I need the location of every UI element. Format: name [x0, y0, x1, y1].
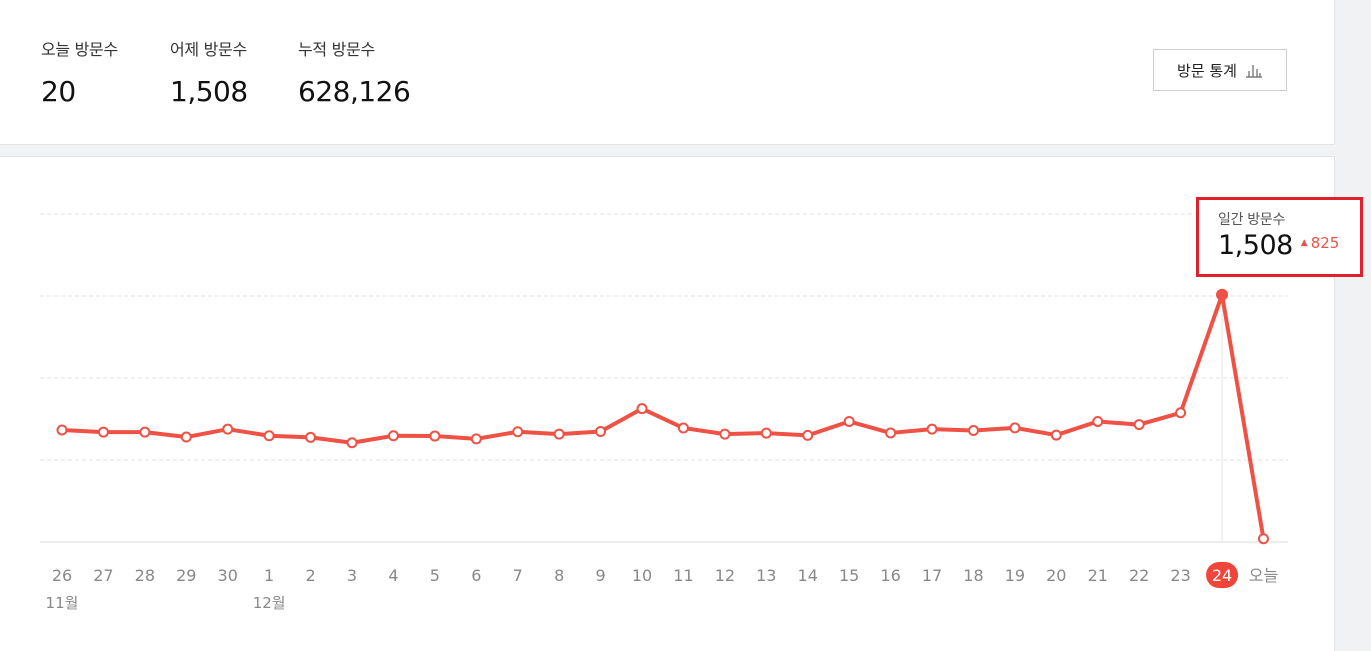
x-tick-label: 오늘: [1249, 566, 1278, 585]
x-tick-label: 20: [1046, 566, 1066, 585]
month-label: 12월: [253, 594, 286, 612]
data-point: [926, 423, 938, 435]
data-point: [967, 424, 979, 436]
data-point: [719, 428, 731, 440]
data-point: [1050, 429, 1062, 441]
data-point: [1009, 422, 1021, 434]
visitor-line-chart: 26 27 28 29 30 1 2 3 4 5 6 7 8 9 10 11 12 13 14 15 16 17 18 19 2…: [40, 213, 1288, 612]
data-point-highlight: [1216, 288, 1229, 301]
x-tick-label: 16: [880, 566, 900, 585]
data-point: [1092, 415, 1104, 427]
x-tick-label: 15: [839, 566, 859, 585]
stat-today-value: 20: [41, 75, 76, 108]
x-tick-label: 11: [673, 566, 693, 585]
x-tick-label: 14: [798, 566, 818, 585]
data-point: [843, 415, 855, 427]
daily-visits-tooltip: 일간 방문수 1,508 ▲ 825: [1196, 197, 1363, 277]
scrollbar-gutter[interactable]: [1336, 0, 1371, 650]
triangle-up-icon: ▲: [1300, 238, 1308, 248]
visitor-chart-card: [0, 156, 1335, 651]
x-tick-label: 5: [430, 566, 440, 585]
stat-total: 누적 방문수 628,126: [298, 36, 411, 108]
x-tick-label: 10: [632, 566, 652, 585]
stat-total-label: 누적 방문수: [298, 40, 375, 59]
data-point: [429, 430, 441, 442]
data-point: [885, 427, 897, 439]
stat-total-value: 628,126: [298, 75, 411, 108]
visit-stats-button[interactable]: 방문 통계: [1153, 49, 1287, 91]
data-point: [56, 424, 68, 436]
data-point: [636, 403, 648, 415]
x-tick-label: 21: [1088, 566, 1108, 585]
x-tick-label: 17: [922, 566, 942, 585]
x-tick-label: 27: [93, 566, 113, 585]
x-tick-label: 4: [388, 566, 398, 585]
data-point: [802, 429, 814, 441]
x-tick-label: 13: [756, 566, 776, 585]
x-tick-label: 7: [513, 566, 523, 585]
x-tick-label: 28: [135, 566, 155, 585]
data-point: [97, 426, 109, 438]
x-tick-label-highlight: 24: [1212, 566, 1232, 585]
data-point: [512, 426, 524, 438]
stat-yesterday-value: 1,508: [170, 75, 248, 108]
data-point: [180, 431, 192, 443]
x-tick-label: 9: [595, 566, 605, 585]
data-point: [760, 427, 772, 439]
x-tick-label: 3: [347, 566, 357, 585]
x-tick-label: 29: [176, 566, 196, 585]
month-label: 11월: [46, 594, 79, 612]
data-point: [222, 423, 234, 435]
x-tick-label: 8: [554, 566, 564, 585]
x-tick-label: 26: [52, 566, 72, 585]
tooltip-change: ▲ 825: [1301, 234, 1340, 252]
data-point: [1257, 533, 1269, 545]
x-tick-label: 18: [963, 566, 983, 585]
visitor-stats-card: 오늘 방문수 20 어제 방문수 1,508 누적 방문수 628,126 방문…: [0, 0, 1335, 145]
x-tick-label: 2: [305, 566, 315, 585]
visit-stats-button-label: 방문 통계: [1177, 61, 1237, 80]
tooltip-label: 일간 방문수: [1218, 212, 1286, 228]
x-tick-label: 30: [218, 566, 238, 585]
x-tick-label: 1: [264, 566, 274, 585]
stat-today-label: 오늘 방문수: [41, 40, 118, 59]
x-tick-label: 22: [1129, 566, 1149, 585]
x-tick-label: 12: [715, 566, 735, 585]
x-tick-label: 6: [471, 566, 481, 585]
data-point: [677, 422, 689, 434]
data-point: [346, 437, 358, 449]
highlight-date-badge: [1206, 562, 1239, 588]
data-point: [595, 425, 607, 437]
stat-yesterday: 어제 방문수 1,508: [170, 36, 248, 108]
stat-yesterday-label: 어제 방문수: [170, 40, 247, 59]
data-point: [553, 428, 565, 440]
data-point: [1175, 407, 1187, 419]
data-point: [387, 430, 399, 442]
data-point: [1133, 419, 1145, 431]
series-line: [60, 292, 1266, 541]
x-tick-label: 23: [1170, 566, 1190, 585]
data-point: [139, 426, 151, 438]
data-point: [263, 430, 275, 442]
x-tick-label: 19: [1005, 566, 1025, 585]
data-point: [305, 431, 317, 443]
data-point: [470, 433, 482, 445]
stat-today: 오늘 방문수 20: [41, 36, 118, 108]
tooltip-value: 1,508: [1218, 230, 1293, 261]
bar-chart-icon: [1245, 62, 1263, 78]
tooltip-change-value: 825: [1310, 234, 1340, 252]
